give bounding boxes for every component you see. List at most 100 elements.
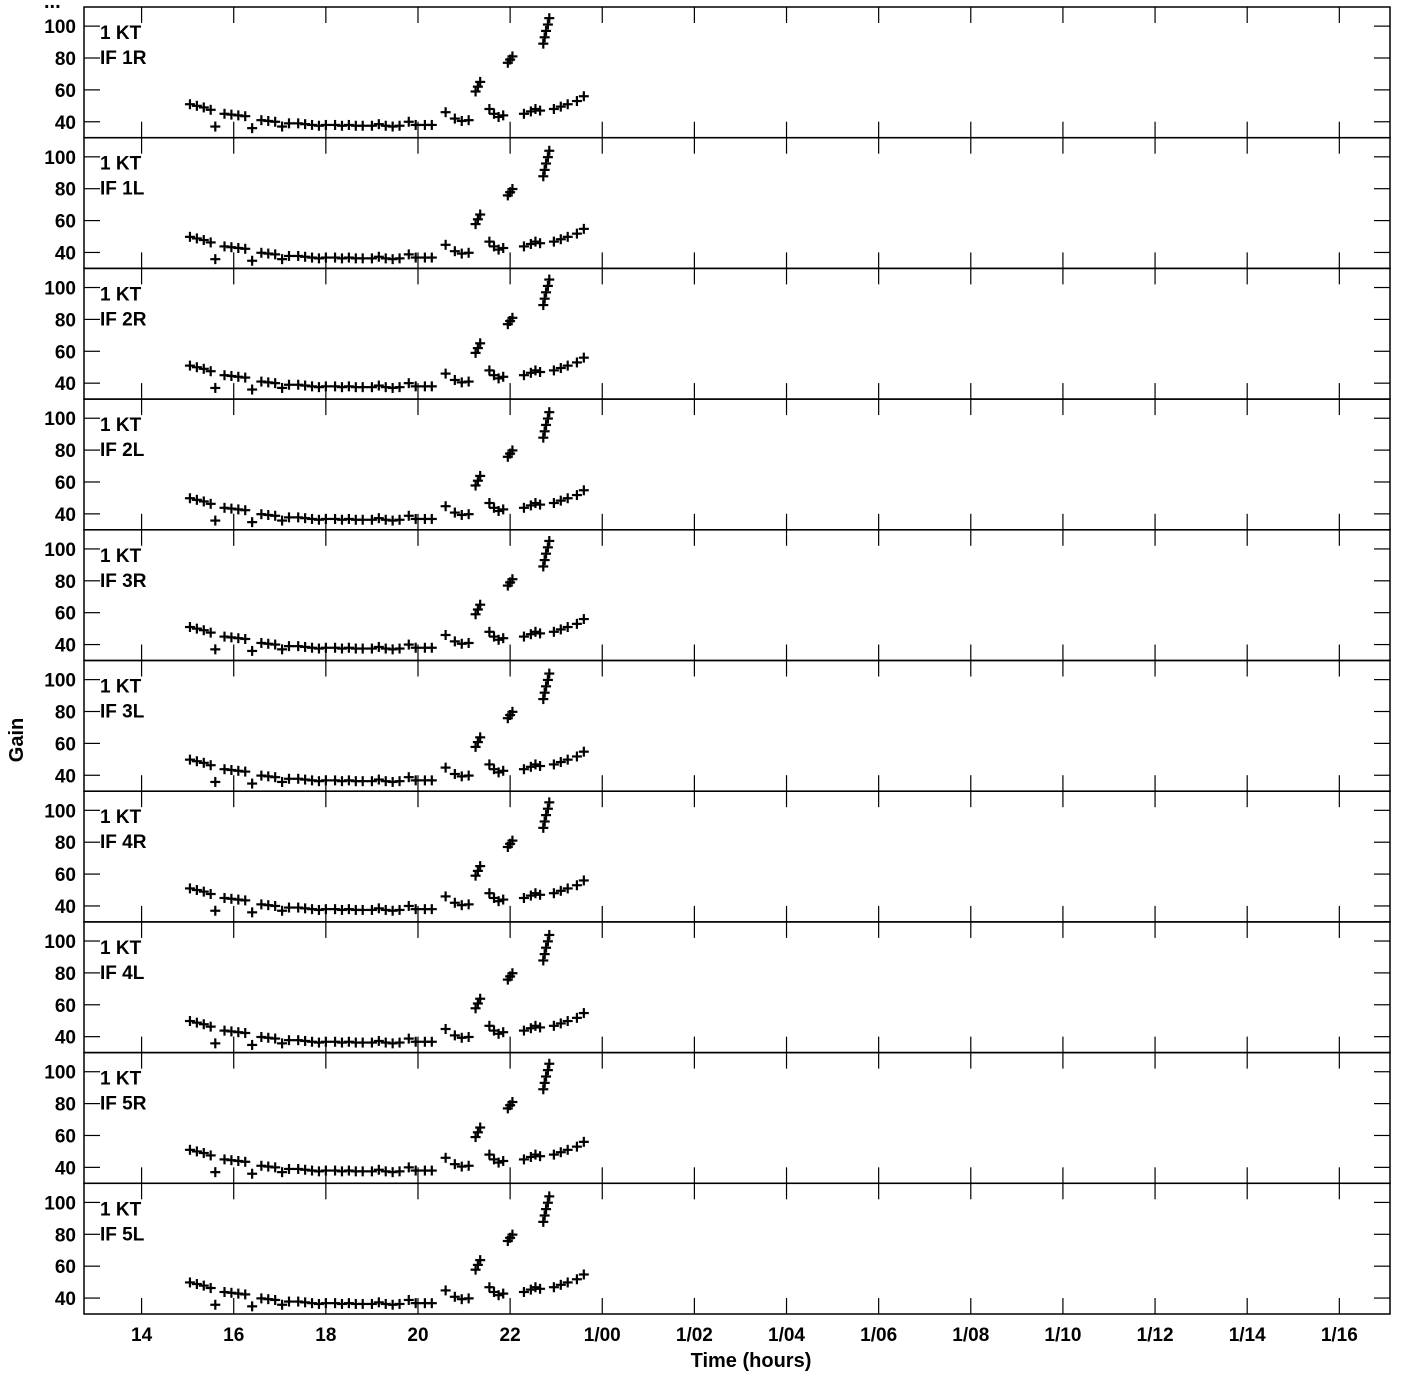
data-point	[548, 1020, 559, 1031]
data-point	[463, 637, 474, 648]
panel-2: 40 60 80 100 1 KT IF 1L	[44, 136, 1391, 270]
data-point	[210, 121, 221, 132]
data-point	[210, 1038, 221, 1049]
data-point	[530, 104, 541, 115]
data-point	[525, 367, 536, 378]
data-point	[507, 835, 518, 846]
data-point	[247, 1168, 258, 1179]
data-point	[507, 574, 518, 585]
data-point	[210, 515, 221, 526]
data-point	[366, 776, 377, 787]
data-point	[247, 384, 258, 395]
data-point	[538, 955, 549, 966]
data-point	[541, 1071, 552, 1082]
data-point	[366, 253, 377, 264]
chart-title-fragment: ...	[44, 0, 61, 13]
data-point	[493, 767, 504, 778]
y-tick-label: 60	[55, 473, 76, 494]
data-point	[205, 760, 216, 771]
data-point	[525, 1284, 536, 1295]
data-point	[518, 108, 529, 119]
data-point	[542, 1197, 553, 1208]
data-point	[539, 555, 550, 566]
data-point	[410, 642, 421, 653]
data-point	[542, 1065, 553, 1076]
y-tick-label: 100	[44, 409, 76, 430]
panel-5: 40 60 80 100 1 KT IF 3R	[44, 529, 1391, 662]
y-tick-label: 40	[55, 243, 76, 264]
x-tick-label: 14	[131, 1325, 153, 1346]
data-point	[472, 214, 483, 225]
panel-frame	[83, 921, 1391, 1054]
data-point	[525, 1152, 536, 1163]
data-point	[426, 252, 437, 263]
data-point	[210, 382, 221, 393]
data-point	[548, 759, 559, 770]
data-point	[449, 1159, 460, 1170]
data-point	[426, 1036, 437, 1047]
data-point	[198, 363, 209, 374]
data-point	[240, 1156, 251, 1167]
data-point	[357, 253, 368, 264]
data-point	[426, 381, 437, 392]
data-point	[530, 1282, 541, 1293]
data-point	[240, 111, 251, 122]
data-point	[472, 1259, 483, 1270]
data-point	[530, 888, 541, 899]
data-point	[472, 81, 483, 92]
data-point	[270, 1033, 281, 1044]
data-point	[270, 1294, 281, 1305]
data-point	[426, 775, 437, 786]
data-point	[541, 1204, 552, 1215]
x-tick-label: 1/08	[952, 1325, 989, 1346]
data-point	[394, 253, 405, 264]
data-point	[357, 514, 368, 525]
panel-frame	[83, 659, 1391, 792]
data-point	[320, 904, 331, 915]
data-point	[530, 626, 541, 637]
data-point	[191, 623, 202, 634]
y-tick-label: 80	[55, 572, 76, 593]
data-point	[548, 236, 559, 247]
data-point	[463, 509, 474, 520]
data-point	[525, 629, 536, 640]
data-point	[191, 233, 202, 244]
data-point	[472, 475, 483, 486]
data-point	[542, 413, 553, 424]
data-point	[403, 772, 414, 783]
data-point	[475, 1122, 486, 1133]
data-point	[320, 513, 331, 524]
data-point	[518, 1287, 529, 1298]
data-point	[542, 152, 553, 163]
x-tick-label: 20	[407, 1325, 428, 1346]
data-point	[283, 902, 294, 913]
y-tick-label: 40	[55, 374, 76, 395]
panel-label-antenna: 1 KT	[100, 1069, 142, 1090]
data-point	[394, 382, 405, 393]
panel-label-if: IF 3R	[100, 571, 147, 592]
panel-frame	[83, 398, 1391, 531]
data-point	[493, 111, 504, 122]
panel-frame	[83, 790, 1391, 923]
data-point	[555, 1018, 566, 1029]
data-point	[247, 123, 258, 134]
data-point	[472, 998, 483, 1009]
data-point	[198, 757, 209, 768]
data-point	[535, 1022, 546, 1033]
y-tick-label: 60	[55, 1257, 76, 1278]
data-point	[507, 968, 518, 979]
data-point	[277, 905, 288, 916]
data-point	[472, 604, 483, 615]
data-point	[210, 776, 221, 787]
panel-frame	[83, 529, 1391, 662]
data-point	[373, 903, 384, 914]
data-point	[198, 496, 209, 507]
data-point	[366, 120, 377, 131]
y-tick-label: 80	[55, 964, 76, 985]
data-point	[277, 1299, 288, 1310]
data-point	[530, 498, 541, 509]
data-point	[320, 1165, 331, 1176]
data-point	[403, 639, 414, 650]
y-tick-label: 80	[55, 49, 76, 70]
data-point	[539, 816, 550, 827]
